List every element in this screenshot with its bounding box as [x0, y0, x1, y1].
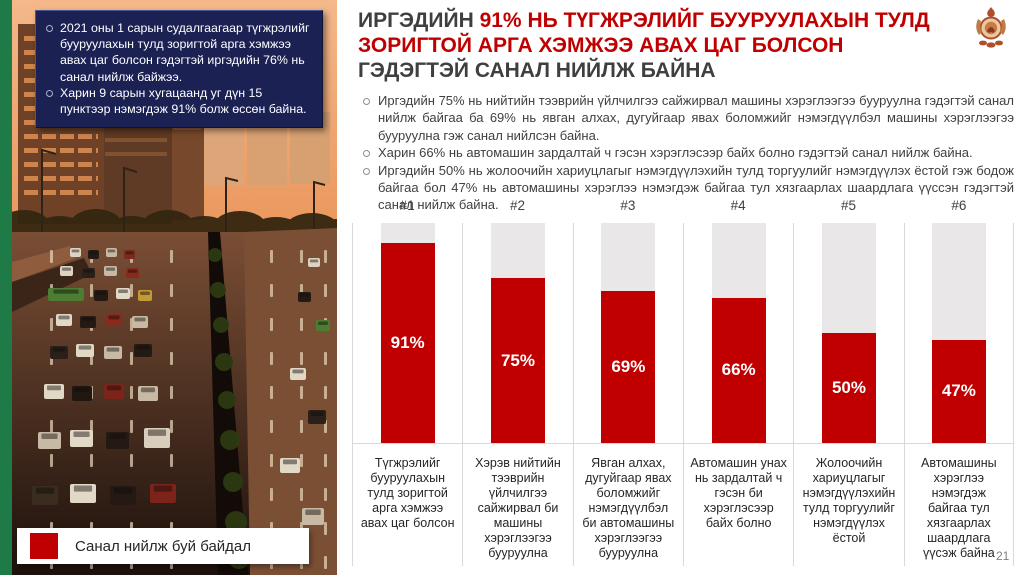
list-item: Харин 9 сарын хугацаанд уг дүн 15 пунктэ…	[44, 85, 313, 117]
chart-category-label: Жолоочийн хариуцлагыг нэмэгдүүлэхийн тул…	[802, 456, 896, 545]
list-item: Иргэдийн 75% нь нийтийн тээврийн үйлчилг…	[358, 92, 1014, 144]
hollow-circle-bullet-icon	[46, 25, 53, 32]
hollow-circle-bullet-icon	[363, 150, 370, 158]
bar-plot-cell: 91%	[353, 223, 463, 444]
mongolia-state-emblem-icon	[974, 6, 1008, 50]
title-part-dark-2: ГЭДЭГТЭЙ САНАЛ НИЙЛЖ БАЙНА	[358, 59, 716, 82]
bar-fill: 91%	[380, 242, 435, 443]
chart-series-head: #4	[730, 198, 746, 213]
body-bullet-list: Иргэдийн 75% нь нийтийн тээврийн үйлчилг…	[358, 92, 1014, 214]
bar-value-label: 66%	[721, 360, 756, 380]
chart-plot-area: 91% Түгжрэлийг бууруулахын тулд зоригтой …	[352, 223, 1014, 566]
title-part-red: 91% НЬ ТҮГЖРЭЛИЙГ БУУРУУЛАХЫН ТУЛД ЗОРИГ…	[358, 9, 930, 57]
bar-track: 75%	[490, 223, 545, 443]
chart-series-head: #6	[951, 198, 967, 213]
bar-track: 50%	[821, 223, 876, 443]
list-item-text: Иргэдийн 75% нь нийтийн тээврийн үйлчилг…	[378, 93, 1014, 143]
chart-column: 66% Автомашин унах нь зардалтай ч гэсэн б…	[683, 223, 794, 566]
chart-category-label: Явган алхах, дугуйгаар явах боломжийг нэ…	[582, 456, 675, 560]
list-item-text: Харин 66% нь автомашин зардалтай ч гэсэн…	[378, 145, 973, 161]
bar-plot-cell: 47%	[904, 223, 1013, 444]
bar-chart: #1 #2 #3 #4 #5 #6 91% Түгжрэлийг бууруулахын т…	[352, 198, 1014, 566]
chart-column: 75% Хэрэв нийтийн тээврийн үйлчилгээ сайж…	[462, 223, 573, 566]
bar-plot-cell: 69%	[573, 223, 683, 444]
bar-fill: 69%	[601, 291, 656, 443]
bar-fill: 66%	[711, 297, 766, 443]
bar-plot-cell: 50%	[794, 223, 904, 444]
chart-category-label: Автомашины хэрэглээ нэмэгдэж байгаа тул …	[920, 456, 997, 560]
chart-column: 47% Автомашины хэрэглээ нэмэгдэж байгаа т…	[903, 223, 1014, 566]
bar-plot-cell: 66%	[684, 223, 794, 444]
hollow-circle-bullet-icon	[363, 98, 370, 105]
bar-track: 47%	[931, 223, 986, 443]
chart-category-heads: #1 #2 #3 #4 #5 #6	[352, 198, 1014, 223]
list-item: Иргэдийн 50% нь жолоочийн хариуцлагыг нэ…	[358, 162, 1014, 214]
bar-value-label: 91%	[390, 332, 425, 352]
hollow-circle-bullet-icon	[46, 89, 53, 97]
bar-fill: 47%	[931, 339, 986, 443]
chart-series-head: #2	[509, 198, 525, 213]
page-number: 21	[996, 549, 1010, 563]
list-item-text: Иргэдийн 50% нь жолоочийн хариуцлагыг нэ…	[378, 162, 1014, 213]
hollow-circle-bullet-icon	[363, 167, 370, 175]
list-item-text: 2021 оны 1 сарын судалгаагаар түгжрэлийг…	[60, 21, 310, 84]
bar-value-label: 50%	[831, 378, 866, 397]
bar-track: 69%	[601, 223, 656, 443]
chart-series-head: #3	[620, 198, 636, 213]
chart-category-label: Автомашин унах нь зардалтай ч гэсэн би х…	[690, 456, 787, 530]
bar-value-label: 69%	[611, 357, 646, 377]
slide-title: ИРГЭДИЙН 91% НЬ ТҮГЖРЭЛИЙГ БУУРУУЛАХЫН Т…	[358, 8, 958, 83]
chart-column: 69% Явган алхах, дугуйгаар явах боломжийг…	[572, 223, 683, 566]
legend-swatch-red	[30, 533, 58, 559]
bar-track: 66%	[711, 223, 766, 443]
chart-legend: Санал нийлж буй байдал	[17, 528, 309, 564]
chart-column: 91% Түгжрэлийг бууруулахын тулд зоригтой …	[352, 223, 463, 566]
list-item: Харин 66% нь автомашин зардалтай ч гэсэн…	[358, 144, 1014, 161]
bar-plot-cell: 75%	[463, 223, 573, 444]
bar-fill: 75%	[490, 278, 545, 443]
chart-series-head: #5	[840, 198, 856, 213]
bar-fill: 50%	[821, 333, 876, 443]
bar-track: 91%	[380, 223, 435, 443]
bar-value-label: 47%	[941, 381, 976, 401]
chart-category-label: Түгжрэлийг бууруулахын тулд зоригтой арг…	[360, 456, 455, 530]
list-item: 2021 оны 1 сарын судалгаагаар түгжрэлийг…	[44, 20, 313, 85]
bar-value-label: 75%	[500, 350, 535, 370]
chart-column: 50% Жолоочийн хариуцлагыг нэмэгдүүлэхийн …	[793, 223, 904, 566]
chart-category-label: Хэрэв нийтийн тээврийн үйлчилгээ сайжирв…	[475, 456, 561, 560]
list-item-text: Харин 9 сарын хугацаанд уг дүн 15 пунктэ…	[60, 85, 307, 117]
note-box: 2021 оны 1 сарын судалгаагаар түгжрэлийг…	[35, 10, 323, 128]
title-part-dark-1: ИРГЭДИЙН	[358, 9, 480, 32]
chart-series-head: #1	[399, 198, 415, 213]
left-green-accent-strip	[0, 0, 12, 575]
legend-label: Санал нийлж буй байдал	[75, 537, 252, 555]
